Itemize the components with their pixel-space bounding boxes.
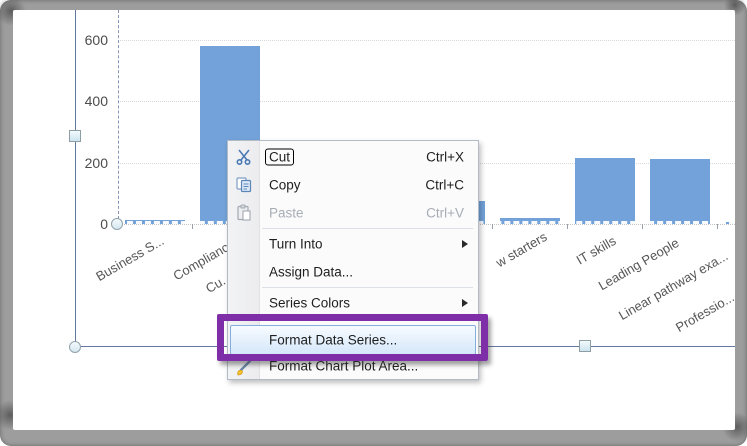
menu-item-assign-data[interactable]: Assign Data... — [228, 258, 478, 286]
menu-item-turn-into[interactable]: Turn Into — [228, 230, 478, 258]
annotation-highlight-box — [217, 314, 488, 361]
gridline-400 — [118, 101, 735, 102]
x-axis-tick — [192, 224, 193, 229]
menu-item-label: Format Data Series... — [269, 332, 398, 348]
x-axis-label: IT skills — [573, 233, 619, 268]
format-plot-area-icon — [235, 359, 253, 377]
paste-icon — [235, 204, 253, 222]
plot-area-left-dashed-border — [118, 10, 119, 224]
chart-bar-it-skills[interactable] — [574, 157, 635, 224]
menu-item-copy[interactable]: Copy Ctrl+C — [228, 171, 478, 199]
chart-canvas[interactable]: 0 200 400 600 Business S... Compliance Cu... w … — [13, 10, 735, 430]
scissors-icon — [235, 148, 253, 166]
selection-handle-left[interactable] — [69, 130, 81, 142]
x-axis-label: Professio... — [673, 289, 735, 335]
chart-bar-w-starters[interactable] — [499, 217, 560, 224]
chart-context-menu: Cut Ctrl+X Copy Ctrl+C Paste Ctrl+V Turn Into A… — [227, 140, 479, 380]
y-axis-tick-label: 200 — [84, 154, 108, 171]
x-axis-tick — [567, 224, 568, 229]
menu-item-label: Format Chart Plot Area... — [269, 358, 419, 374]
menu-item-format-chart-plot-area[interactable]: Format Chart Plot Area... — [228, 354, 478, 378]
chart-bar-leading-people[interactable] — [649, 158, 710, 224]
submenu-arrow-icon — [462, 299, 468, 307]
menu-item-shortcut: Ctrl+C — [425, 177, 464, 193]
menu-item-label: Cut — [265, 148, 295, 166]
x-axis-label: Business S... — [93, 233, 167, 284]
submenu-arrow-icon — [462, 240, 468, 248]
selection-handle-corner[interactable] — [69, 341, 81, 353]
copy-icon — [235, 176, 253, 194]
menu-item-label: Paste — [269, 205, 304, 221]
y-axis-tick-label: 600 — [84, 31, 108, 48]
selection-border-left — [75, 10, 76, 346]
menu-item-label: Assign Data... — [269, 264, 354, 280]
x-axis-tick — [642, 224, 643, 229]
menu-item-paste[interactable]: Paste Ctrl+V — [228, 199, 478, 227]
menu-separator — [262, 228, 473, 229]
gridline-600 — [118, 39, 735, 41]
menu-item-label: Turn Into — [269, 236, 323, 252]
x-axis-label: w starters — [493, 229, 550, 271]
menu-item-label: Copy — [269, 177, 301, 193]
x-axis-tick — [492, 224, 493, 229]
menu-item-series-colors[interactable]: Series Colors — [228, 289, 478, 317]
menu-item-cut[interactable]: Cut Ctrl+X — [228, 143, 478, 171]
menu-item-shortcut: Ctrl+X — [426, 149, 464, 165]
menu-item-label: Series Colors — [269, 295, 351, 311]
plot-origin-handle[interactable] — [111, 218, 123, 230]
selection-handle-bottom[interactable] — [579, 340, 591, 352]
x-axis-tick — [717, 224, 718, 229]
y-axis-tick-label: 400 — [84, 93, 108, 109]
y-axis-tick-label: 0 — [100, 216, 108, 232]
menu-item-shortcut: Ctrl+V — [426, 205, 464, 221]
menu-separator — [262, 287, 473, 288]
